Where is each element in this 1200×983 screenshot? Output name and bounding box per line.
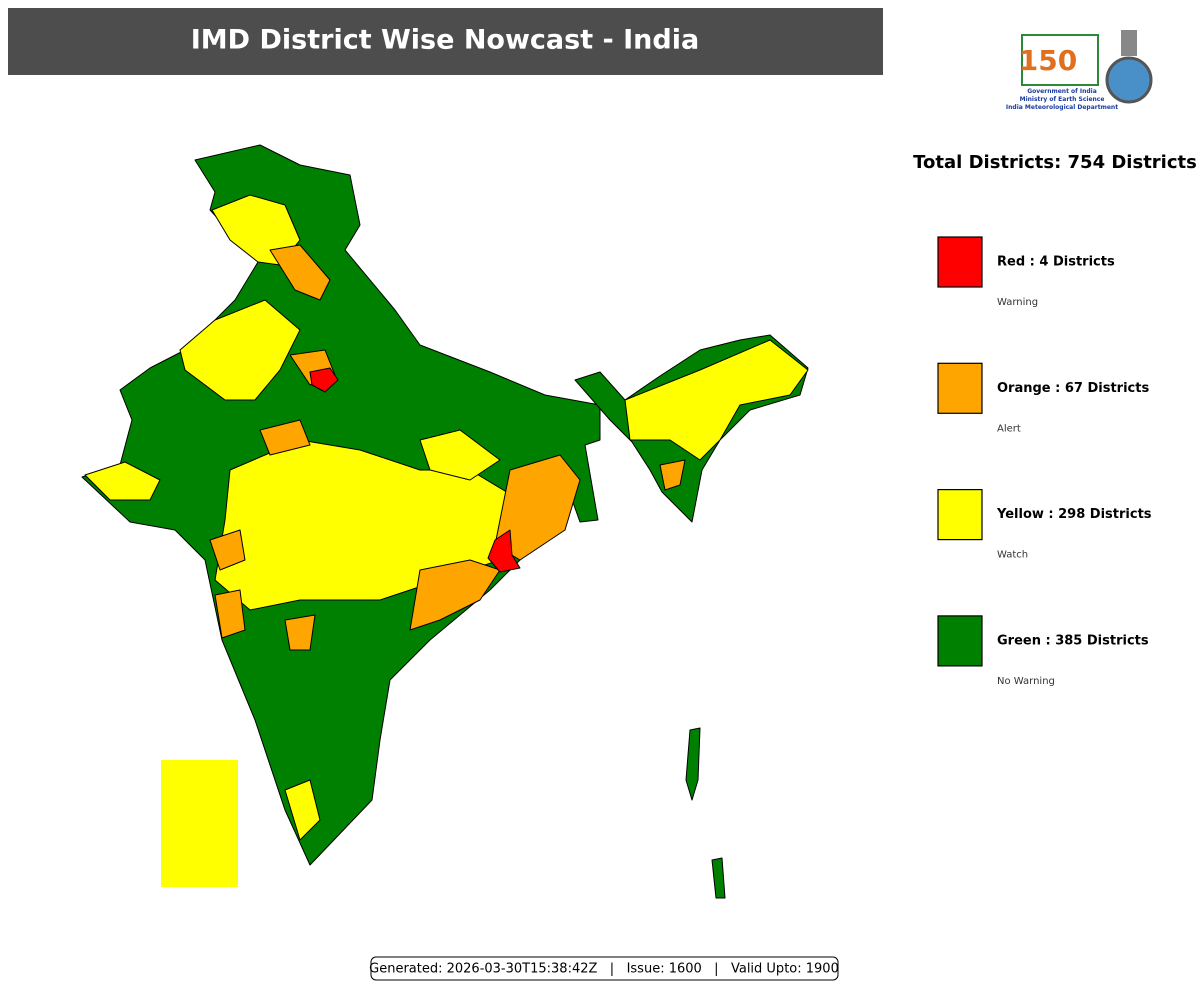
islands <box>685 727 701 801</box>
legend: Red : 4 Districts Warning Orange : 67 Dist… <box>937 236 1152 687</box>
legend-sublabel: Watch <box>997 550 1028 561</box>
logo-line: India Meteorological Department <box>1006 104 1118 111</box>
legend-label: Yellow : 298 Districts <box>996 507 1152 522</box>
legend-label: Orange : 67 Districts <box>997 381 1149 396</box>
title-bar <box>8 8 883 75</box>
region-orange <box>209 529 246 571</box>
region-red <box>309 367 339 393</box>
region-orange <box>269 244 331 301</box>
logo-frame <box>1021 34 1099 86</box>
lakshadweep-box <box>161 760 238 887</box>
region-orange <box>259 419 311 456</box>
region-orange <box>214 589 246 639</box>
legend-swatch <box>937 489 983 541</box>
region-orange <box>659 459 686 491</box>
legend-sublabel: No Warning <box>997 676 1055 687</box>
legend-label: Green : 385 Districts <box>997 633 1149 648</box>
region-orange <box>409 559 501 631</box>
legend-sublabel: Warning <box>997 297 1038 308</box>
logo-emblem <box>1105 56 1153 104</box>
region-yellow <box>624 339 809 461</box>
region-yellow <box>179 299 301 401</box>
region-yellow <box>284 779 321 841</box>
logo-line: Ministry of Earth Science <box>1020 96 1105 103</box>
title: IMD District Wise Nowcast - India <box>191 25 699 56</box>
footer-box <box>370 956 839 981</box>
legend-swatch <box>937 236 983 288</box>
footer: Generated: 2026-03-30T15:38:42Z | Issue:… <box>369 962 839 977</box>
islands <box>711 857 726 899</box>
total-districts: Total Districts: 754 Districts <box>913 152 1197 173</box>
legend-swatch <box>937 615 983 667</box>
region-yellow <box>419 429 501 481</box>
region-yellow <box>84 461 161 501</box>
logo: 150 Government of India Ministry of Eart… <box>1006 30 1153 111</box>
logo-line: Government of India <box>1027 88 1097 95</box>
region-red <box>487 529 521 573</box>
india-map <box>81 144 809 899</box>
region-orange <box>284 614 316 651</box>
logo-number: 150 <box>1019 44 1077 77</box>
logo-emblem-top <box>1121 30 1137 56</box>
legend-label: Red : 4 Districts <box>997 255 1115 270</box>
legend-sublabel: Alert <box>997 423 1021 434</box>
legend-swatch <box>937 362 983 414</box>
